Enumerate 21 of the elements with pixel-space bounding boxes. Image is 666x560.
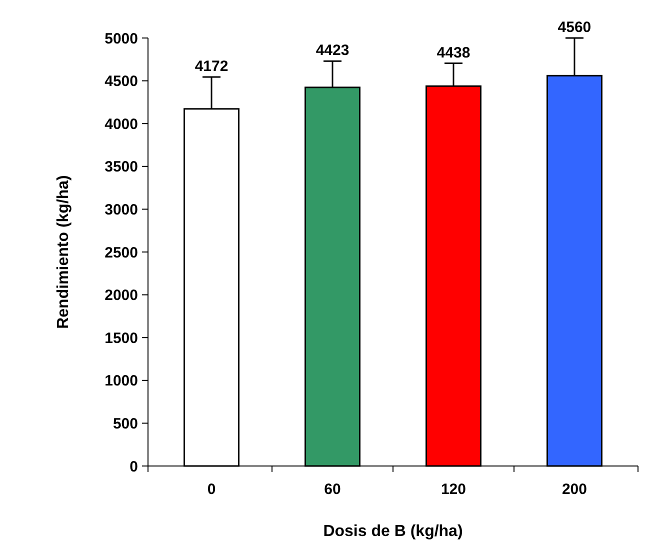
y-tick-label: 4000: [104, 116, 138, 133]
data-label: 4423: [316, 42, 350, 60]
y-tick-label: 0: [130, 458, 138, 476]
y-tick-label: 5000: [104, 30, 138, 48]
y-tick-label: 3500: [104, 158, 138, 176]
y-tick-label: 1500: [104, 330, 138, 347]
x-tick-label: 60: [324, 481, 341, 498]
y-tick-label: 2500: [104, 244, 138, 262]
x-axis-title: Dosis de B (kg/ha): [323, 523, 463, 540]
x-tick-label: 0: [207, 481, 216, 498]
y-tick-label: 2000: [104, 287, 138, 304]
x-tick-label: 200: [562, 481, 587, 498]
data-label: 4172: [194, 58, 228, 75]
y-tick-label: 500: [112, 415, 138, 432]
y-tick-label: 4500: [104, 73, 138, 90]
y-axis-title: Rendimiento (kg/ha): [55, 175, 72, 329]
x-tick-label: 120: [440, 481, 466, 498]
y-tick-label: 3000: [104, 201, 138, 218]
y-tick-label: 1000: [104, 372, 138, 390]
data-label: 4438: [436, 44, 470, 62]
data-label: 4560: [558, 19, 592, 36]
